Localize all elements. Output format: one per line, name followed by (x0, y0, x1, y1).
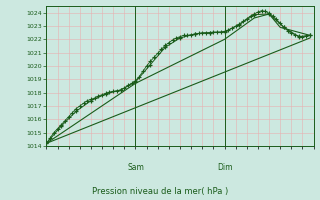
Text: Sam: Sam (127, 163, 144, 172)
Text: Dim: Dim (217, 163, 232, 172)
Text: Pression niveau de la mer( hPa ): Pression niveau de la mer( hPa ) (92, 187, 228, 196)
